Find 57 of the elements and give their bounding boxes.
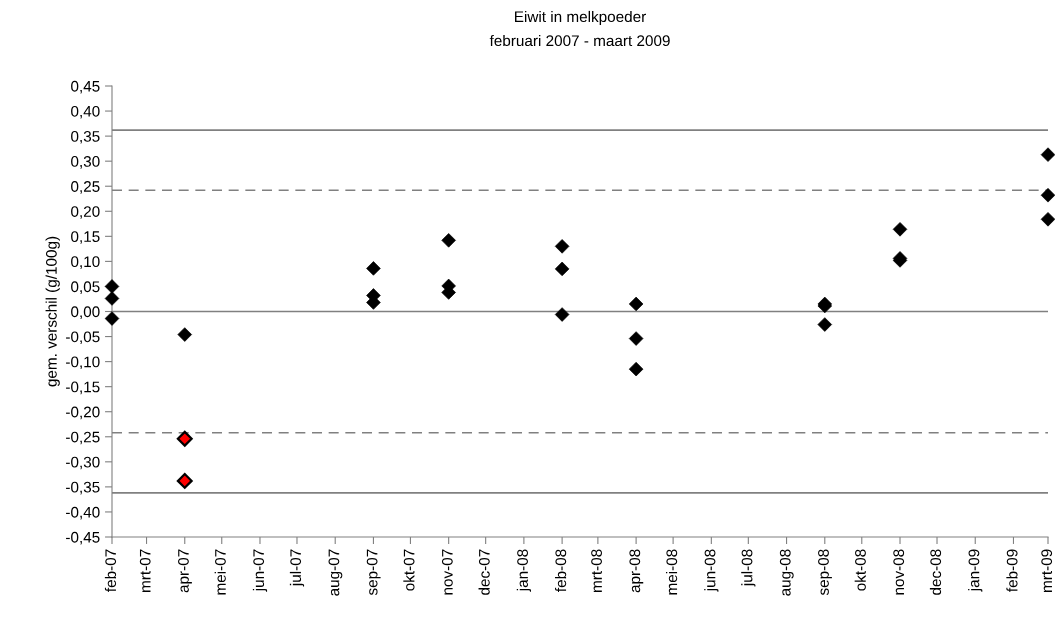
- x-tick-label: mrt-08: [591, 549, 602, 592]
- y-tick-label: 0,45: [71, 80, 100, 94]
- x-tick-label: mrt-07: [139, 549, 151, 592]
- point: [104, 291, 120, 306]
- x-tick-label: sep-07: [366, 549, 381, 596]
- y-tick-label: 0,25: [71, 181, 100, 194]
- y-tick-label: 0,35: [71, 130, 100, 144]
- y-tick-label: -0,20: [66, 406, 100, 420]
- y-tick-label: 0,30: [71, 156, 100, 169]
- y-tick-label: 0,05: [71, 281, 100, 294]
- x-tick-label: dec-08: [929, 549, 942, 595]
- y-tick-label: -0,15: [66, 381, 100, 395]
- y-tick-label: 0,00: [71, 306, 100, 319]
- x-tick-label: jun-07: [252, 549, 268, 592]
- point: [554, 239, 570, 254]
- x-tick-label: okt-07: [403, 549, 415, 591]
- point: [1040, 188, 1055, 203]
- x-tick-label: okt-08: [854, 549, 866, 591]
- x-tick-label: aug-08: [779, 549, 794, 596]
- x-tick-label: apr-08: [629, 549, 644, 593]
- point: [628, 331, 644, 346]
- x-tick-label: mei-07: [214, 549, 226, 595]
- x-tick-label: jul-07: [289, 549, 305, 587]
- point: [176, 472, 193, 489]
- chart-title: Eiwit in melkpoeder: [515, 10, 646, 26]
- y-tick-label: -0,10: [66, 356, 100, 370]
- x-tick-label: feb-08: [555, 549, 567, 592]
- point: [177, 327, 192, 342]
- x-tick-label: dec-07: [478, 549, 490, 595]
- y-tick-label: -0,25: [66, 431, 100, 445]
- point: [176, 430, 193, 447]
- point: [1040, 147, 1055, 162]
- x-tick-label: jul-08: [741, 549, 756, 587]
- y-tick-label: -0,40: [66, 506, 100, 520]
- chart-subtitle: februari 2007 - maart 2009: [489, 34, 670, 47]
- y-tick-label: 0,10: [71, 256, 100, 269]
- y-tick-label: -0,35: [66, 481, 100, 495]
- x-tick-label: sep-08: [818, 549, 832, 596]
- y-tick-label: -0,30: [66, 456, 100, 470]
- point: [554, 307, 570, 322]
- y-tick-label: 0,15: [71, 231, 100, 244]
- y-axis-title: gem. verschil (g/100g): [45, 236, 60, 387]
- y-tick-label: -0,45: [66, 531, 100, 545]
- y-tick-label: 0,20: [71, 206, 100, 219]
- x-tick-label: mei-08: [665, 549, 678, 595]
- y-tick-label: 0,40: [71, 105, 100, 119]
- x-tick-label: aug-07: [328, 549, 343, 596]
- x-tick-label: nov-07: [441, 549, 453, 595]
- x-tick-label: mrt-09: [1041, 549, 1053, 592]
- x-tick-label: jan-08: [516, 549, 532, 592]
- y-tick-label: -0,05: [66, 331, 100, 345]
- x-tick-label: jun-08: [704, 549, 719, 592]
- x-tick-label: feb-07: [104, 549, 117, 592]
- x-tick-label: feb-09: [1006, 549, 1018, 592]
- x-tick-label: apr-07: [178, 549, 192, 593]
- x-tick-label: nov-08: [893, 549, 905, 595]
- x-tick-label: jan-09: [968, 549, 983, 592]
